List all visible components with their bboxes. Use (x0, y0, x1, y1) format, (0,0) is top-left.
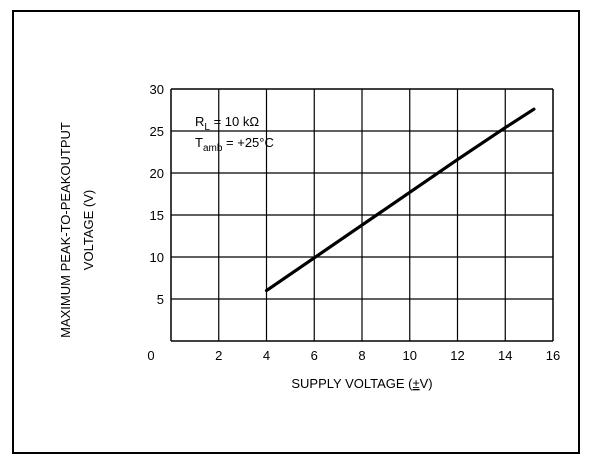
rl-value: = 10 kΩ (210, 114, 259, 129)
x-axis-label-suffix: V) (420, 376, 433, 391)
x-tick-label: 0 (147, 348, 154, 363)
y-axis-label-line-2: VOLTAGE (V) (81, 190, 96, 270)
x-tick-label: 6 (311, 348, 318, 363)
y-tick-label: 20 (150, 166, 164, 181)
x-tick-label: 4 (263, 348, 270, 363)
y-axis-label-line-1: MAXIMUM PEAK-TO-PEAKOUTPUT (58, 122, 73, 338)
x-tick-label: 12 (450, 348, 464, 363)
x-tick-label: 2 (215, 348, 222, 363)
y-tick-label: 15 (150, 208, 164, 223)
x-axis-label-prefix: SUPPLY VOLTAGE ( (291, 376, 413, 391)
rl-annotation: RL = 10 kΩ (195, 114, 259, 133)
x-tick-label: 10 (403, 348, 417, 363)
x-tick-labels: 0 2 4 6 8 10 12 14 16 (147, 348, 560, 363)
tamb-annotation: Tamb = +25°C (195, 135, 274, 154)
series-line (264, 107, 536, 293)
x-tick-label: 14 (498, 348, 512, 363)
tamb-subscript: amb (203, 143, 223, 154)
y-tick-label: 25 (150, 124, 164, 139)
x-tick-label: 16 (546, 348, 560, 363)
series-group (264, 107, 536, 293)
y-tick-label: 5 (157, 292, 164, 307)
x-tick-label: 8 (358, 348, 365, 363)
rl-subscript: L (204, 122, 210, 133)
y-tick-label: 30 (150, 82, 164, 97)
rl-symbol: R (195, 114, 204, 129)
grid (170, 88, 554, 342)
y-tick-label: 10 (150, 250, 164, 265)
y-tick-labels: 5 10 15 20 25 30 (150, 82, 164, 307)
plus-minus-symbol: ± (413, 376, 420, 391)
x-axis-label: SUPPLY VOLTAGE (±V) (291, 376, 432, 391)
tamb-symbol: T (195, 135, 203, 150)
tamb-value: = +25°C (222, 135, 273, 150)
figure-frame (12, 10, 580, 454)
